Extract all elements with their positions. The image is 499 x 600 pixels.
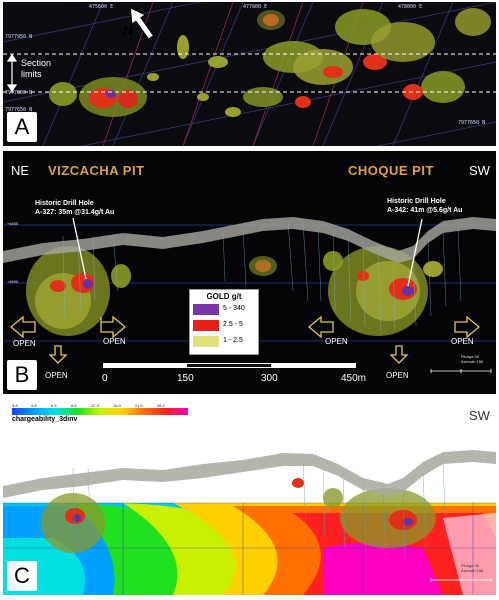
open-label: OPEN	[325, 337, 348, 346]
choque-pit-title: CHOQUE PIT	[348, 163, 434, 178]
legend-swatch	[193, 304, 219, 315]
easting-tick: 478000 E	[398, 4, 423, 10]
scale-label: 300	[261, 373, 278, 384]
hole-label-line: A-327: 35m @31.4g/t Au	[35, 209, 115, 216]
ore-bodies	[49, 8, 491, 117]
mini-scale	[430, 369, 492, 373]
sw-label: SW	[469, 163, 490, 178]
ne-label: NE	[11, 163, 30, 178]
legend-value: 8.5	[71, 403, 77, 408]
gold-section-view	[3, 151, 496, 394]
drill-hole-a327-label: Historic Drill Hole A-327: 35m @31.4g/t …	[35, 199, 114, 217]
legend-value: 3.8	[12, 403, 18, 408]
section-limits-label: Section limits	[21, 58, 51, 80]
northing-tick: 7977950 N	[5, 34, 33, 40]
legend-label: 2.5 - 5	[223, 321, 243, 328]
map-grid	[3, 2, 496, 146]
topography-surface	[3, 217, 496, 263]
mini-scale	[430, 578, 492, 582]
azimuth-text: Azimuth 156	[461, 359, 484, 364]
panel-c-chargeability-section: 3.8 4.8 6.5 8.5 12.3 16.9 21.5 26.2 char…	[3, 398, 496, 595]
legend-value: 16.9	[113, 403, 121, 408]
section-label-line: Section	[21, 58, 52, 68]
hole-label-line: Historic Drill Hole	[35, 200, 94, 207]
vizcacha-pit-title: VIZCACHA PIT	[48, 163, 145, 178]
drill-hole-traces	[72, 459, 447, 559]
vizcacha-ore-body	[26, 246, 131, 336]
legend-label: 1 - 2.5	[223, 337, 243, 344]
easting-tick: 475600 E	[89, 4, 114, 10]
open-arrows	[9, 315, 481, 364]
northing-tick: 7977650 N	[5, 107, 33, 113]
legend-title: GOLD g/t	[206, 292, 242, 301]
hole-leader-line	[72, 217, 87, 280]
open-label: OPEN	[386, 371, 409, 380]
chargeability-legend: 3.8 4.8 6.5 8.5 12.3 16.9 21.5 26.2 char…	[9, 403, 193, 427]
legend-value: 12.3	[91, 403, 99, 408]
choque-ore-body	[249, 246, 443, 336]
legend-swatch	[193, 320, 219, 331]
section-limit-arrow	[6, 53, 18, 93]
chargeability-section-view	[3, 398, 496, 595]
plunge-text: Plunge 00	[461, 354, 480, 359]
hole-label-line: Historic Drill Hole	[387, 198, 446, 205]
north-arrow-icon	[129, 7, 155, 40]
easting-tick: 477800 E	[243, 4, 268, 10]
plan-view-map	[3, 2, 496, 146]
color-ramp	[12, 408, 188, 415]
drill-hole-a342-label: Historic Drill Hole A-342: 41m @5.6g/t A…	[387, 197, 462, 215]
northing-tick: 7977650 N	[458, 120, 486, 126]
drill-hole-traces	[62, 220, 462, 332]
elevation-label: +4600	[7, 279, 19, 284]
legend-value: 4.8	[31, 403, 37, 408]
legend-value: 21.5	[135, 403, 143, 408]
scale-label: 450m	[341, 373, 367, 384]
elevation-label: +4650	[7, 221, 19, 226]
legend-row: 5 - 340	[193, 304, 257, 315]
legend-row: 2.5 - 5	[193, 320, 257, 331]
panel-letter: B	[7, 360, 37, 390]
legend-value: 26.2	[157, 403, 165, 408]
section-limit-lines	[3, 53, 496, 93]
hole-label-line: A-342: 41m @5.6g/t Au	[387, 207, 463, 214]
open-label: OPEN	[13, 339, 36, 348]
plunge-text: Plunge 00	[461, 563, 480, 568]
scale-label: 150	[177, 373, 194, 384]
legend-title: chargeability_3dinv	[12, 416, 78, 423]
section-label-line: limits	[21, 69, 42, 79]
legend-swatch	[193, 336, 219, 347]
north-label: N	[123, 22, 134, 38]
open-label: OPEN	[103, 337, 126, 346]
scale-label: 0	[102, 373, 108, 384]
legend-value: 6.5	[51, 403, 57, 408]
azimuth-text: Azimuth 156	[461, 568, 484, 573]
panel-b-gold-section: NE VIZCACHA PIT CHOQUE PIT SW Historic D…	[3, 151, 496, 394]
sw-label: SW	[469, 408, 490, 423]
legend-row: 1 - 2.5	[193, 336, 257, 347]
open-label: OPEN	[45, 371, 68, 380]
legend-label: 5 - 340	[223, 305, 245, 312]
hole-leader-line	[407, 218, 423, 287]
topography-surface	[3, 450, 496, 498]
panel-letter: C	[7, 561, 37, 591]
northing-tick: 7977800 N	[5, 90, 33, 96]
scale-bar	[103, 363, 356, 368]
panel-a-plan-view: N 475600 E 477800 E 478000 E 7977950 N 7…	[3, 2, 496, 146]
open-label: OPEN	[451, 337, 474, 346]
gold-legend: GOLD g/t 5 - 340 2.5 - 5 1 - 2.5	[189, 289, 259, 355]
panel-letter: A	[7, 112, 37, 142]
